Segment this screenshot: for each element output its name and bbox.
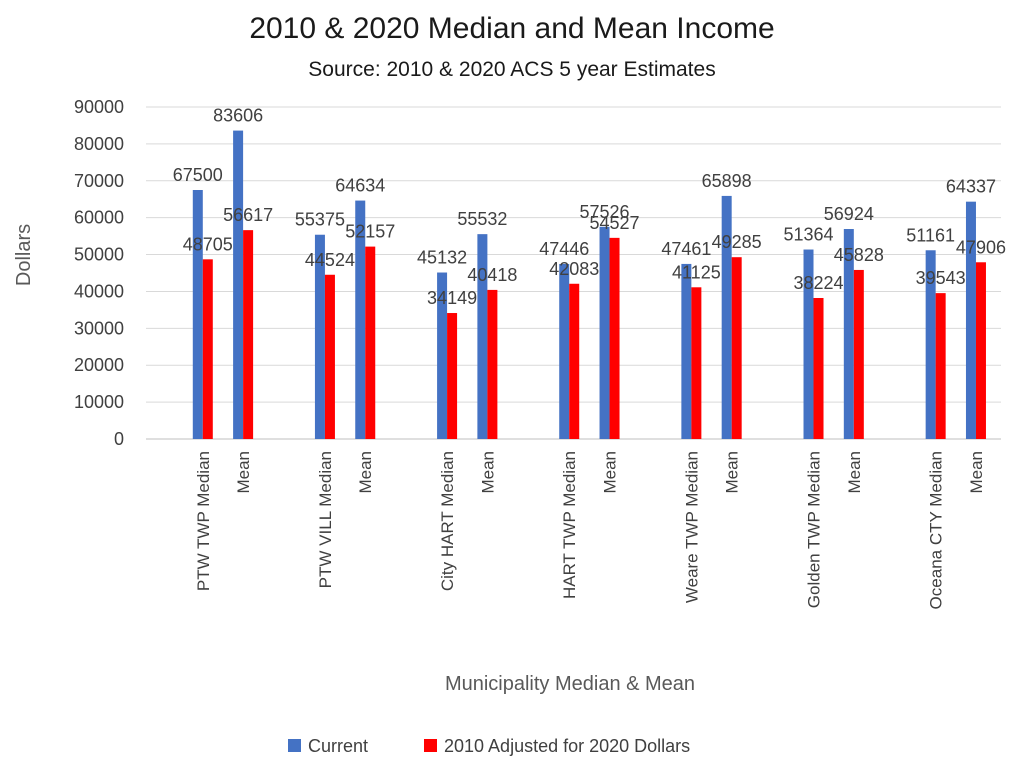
data-label: 44524 <box>305 250 355 270</box>
bar-current <box>599 226 610 439</box>
bar-adjusted-2010 <box>324 274 335 439</box>
bars <box>192 130 986 439</box>
data-label: 52157 <box>345 222 395 242</box>
y-tick-label: 60000 <box>74 208 124 228</box>
data-label: 47461 <box>661 239 711 259</box>
y-tick-label: 30000 <box>74 318 124 338</box>
y-tick-label: 70000 <box>74 171 124 191</box>
y-tick-label: 40000 <box>74 281 124 301</box>
y-tick-label: 80000 <box>74 134 124 154</box>
bar-adjusted-2010 <box>853 269 864 439</box>
y-tick-label: 20000 <box>74 355 124 375</box>
data-label: 47446 <box>539 239 589 259</box>
x-tick-label: Weare TWP Median <box>682 451 701 603</box>
bar-adjusted-2010 <box>243 230 254 439</box>
bar-adjusted-2010 <box>447 313 458 439</box>
data-label: 64337 <box>946 177 996 197</box>
data-label: 83606 <box>213 106 263 126</box>
bar-adjusted-2010 <box>691 287 702 439</box>
bar-current <box>559 263 570 439</box>
data-label: 39543 <box>916 268 966 288</box>
bar-adjusted-2010 <box>609 237 620 439</box>
x-tick-label: Oceana CTY Median <box>927 451 946 609</box>
legend: Current 2010 Adjusted for 2020 Dollars <box>288 736 690 756</box>
bar-current <box>803 249 814 439</box>
bar-current <box>437 272 448 439</box>
bar-adjusted-2010 <box>365 246 376 439</box>
bar-current <box>965 201 976 439</box>
bar-current <box>355 200 366 439</box>
bar-current <box>192 190 203 439</box>
bar-adjusted-2010 <box>202 259 213 439</box>
data-label: 65898 <box>702 171 752 191</box>
data-label: 51364 <box>783 225 833 245</box>
data-label: 45828 <box>834 245 884 265</box>
data-label: 56924 <box>824 204 874 224</box>
x-tick-label: Mean <box>845 451 864 494</box>
x-tick-label: Mean <box>234 451 253 494</box>
chart-title: 2010 & 2020 Median and Mean Income <box>249 12 774 45</box>
chart-subtitle: Source: 2010 & 2020 ACS 5 year Estimates <box>308 58 715 81</box>
data-label: 51161 <box>906 225 955 245</box>
data-label: 54527 <box>590 213 640 233</box>
data-label: 64634 <box>335 176 385 196</box>
legend-label: Current <box>308 736 368 756</box>
y-axis-title: Dollars <box>13 224 35 286</box>
x-tick-label: Golden TWP Median <box>805 451 824 608</box>
legend-swatch <box>424 739 437 752</box>
x-tick-label: PTW VILL Median <box>316 451 335 588</box>
bar-adjusted-2010 <box>935 293 946 439</box>
bar-current <box>843 229 854 439</box>
y-axis-ticks: 0 10000 20000 30000 40000 50000 60000 70000 8000… <box>74 97 124 449</box>
bar-current <box>477 234 488 439</box>
bar-current <box>721 195 732 439</box>
x-tick-label: Mean <box>356 451 375 494</box>
data-labels: 67500 48705 83606 56617 55375 44524 64634 52157… <box>173 106 1006 308</box>
data-label: 57526 <box>580 202 630 222</box>
data-label: 55532 <box>457 209 507 229</box>
bar-current <box>925 250 936 439</box>
data-label: 40418 <box>467 265 517 285</box>
y-tick-label: 0 <box>114 429 124 449</box>
bar-current <box>681 263 692 439</box>
data-label: 67500 <box>173 165 223 185</box>
x-tick-label: HART TWP Median <box>560 451 579 599</box>
x-axis-title: Municipality Median & Mean <box>445 673 695 695</box>
data-label: 55375 <box>295 210 345 230</box>
data-label: 38224 <box>793 273 843 293</box>
x-axis-ticks: PTW TWP Median Mean PTW VILL Median Mean Cit… <box>194 451 986 609</box>
bar-adjusted-2010 <box>975 262 986 439</box>
data-label: 34149 <box>427 288 477 308</box>
data-label: 48705 <box>183 234 233 254</box>
x-tick-label: City HART Median <box>438 451 457 591</box>
legend-label: 2010 Adjusted for 2020 Dollars <box>444 736 690 756</box>
x-tick-label: Mean <box>723 451 742 494</box>
data-label: 41125 <box>672 262 721 282</box>
bar-current <box>314 234 325 439</box>
data-label: 49285 <box>712 232 762 252</box>
y-tick-label: 10000 <box>74 392 124 412</box>
data-label: 56617 <box>223 205 273 225</box>
bar-adjusted-2010 <box>569 283 580 439</box>
bar-adjusted-2010 <box>813 297 824 439</box>
x-tick-label: Mean <box>967 451 986 494</box>
x-tick-label: PTW TWP Median <box>194 451 213 591</box>
data-label: 47906 <box>956 237 1006 257</box>
x-tick-label: Mean <box>601 451 620 494</box>
bar-adjusted-2010 <box>731 257 742 439</box>
y-tick-label: 50000 <box>74 245 124 265</box>
data-label: 45132 <box>417 248 467 268</box>
x-tick-label: Mean <box>478 451 497 494</box>
data-label: 42083 <box>549 259 599 279</box>
y-tick-label: 90000 <box>74 97 124 117</box>
bar-adjusted-2010 <box>487 289 498 439</box>
bar-current <box>233 130 244 439</box>
legend-swatch <box>288 739 301 752</box>
